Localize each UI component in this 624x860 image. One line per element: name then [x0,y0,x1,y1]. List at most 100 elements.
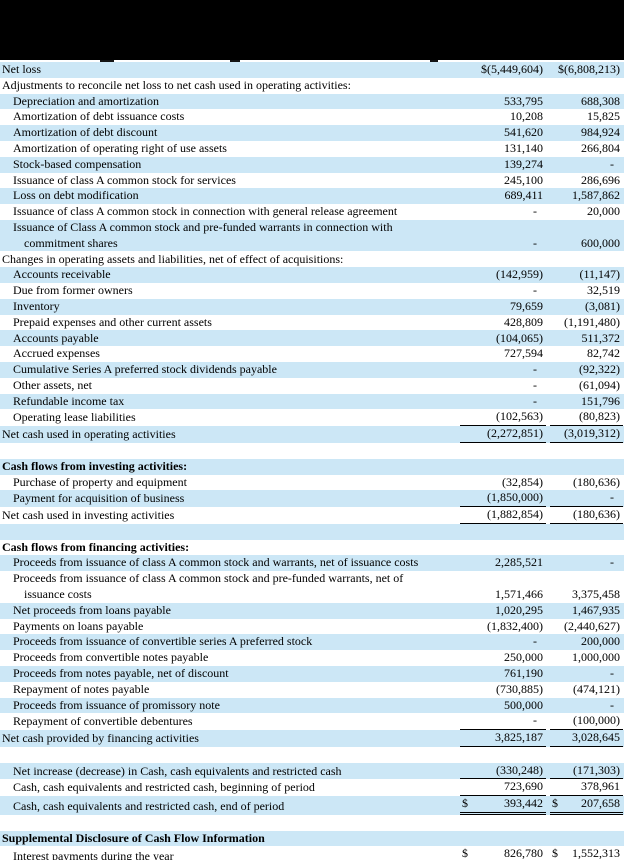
value-col2: 266,804 [581,141,620,156]
value-col1: $393,442 [460,796,546,815]
cash-flow-table: Net loss $(5,449,604) $(6,808,213) Adjustme… [0,62,624,860]
row-label: Net proceeds from loans payable [13,602,171,617]
table-row: Net cash used in operating activities (2,… [0,426,624,443]
row-label: Cash flows from investing activities: [2,458,188,473]
row-label: Cash flows from financing activities: [2,539,190,554]
value-col1: 727,594 [504,346,543,361]
row-label: Accrued expenses [13,346,100,361]
spacer-row [0,747,624,763]
value-col1: (102,563) [460,409,546,427]
row-label: Purchase of property and equipment [13,474,187,489]
table-row: Net cash used in investing activities (1,… [0,507,624,524]
row-label: Proceeds from notes payable, net of disc… [13,665,229,680]
row-label: Net cash used in investing activities [2,508,175,523]
table-row: Inventory 79,659 (3,081) [0,298,624,315]
row-label: Interest payments during the year [13,849,174,860]
table-row: Payment for acquisition of business (1,85… [0,490,624,508]
table-row: Due from former owners - 32,519 [0,283,624,299]
value-col2: 3,375,458 [572,586,620,601]
row-label: Other assets, net [13,377,92,392]
row-label: Depreciation and amortization [13,93,159,108]
value-col2: (180,636) [573,474,620,489]
value-col2: 200,000 [581,634,620,649]
table-row: Proceeds from notes payable, net of disc… [0,665,624,682]
row-label: Cash, cash equivalents and restricted ca… [13,799,285,814]
table-row: Accounts payable (104,065) 511,372 [0,330,624,347]
row-label: Prepaid expenses and other current asset… [13,314,212,329]
dollar-sign: $ [552,846,558,860]
value-col1: (730,885) [496,681,543,696]
value-col1: (104,065) [496,330,543,345]
amount: 207,658 [581,796,620,811]
table-row: Issuance of class A common stock in conn… [0,204,624,220]
dollar-sign: $ [552,796,558,811]
value-col1: 2,285,521 [495,555,543,570]
table-row: Accrued expenses 727,594 82,742 [0,346,624,362]
value-col1: 723,690 [460,779,546,797]
value-col1: - [533,235,537,250]
row-label-line2: issuance costs [24,586,92,601]
table-row: Cash, cash equivalents and restricted ca… [0,796,624,815]
table-row: Net loss $(5,449,604) $(6,808,213) [0,62,624,78]
value-col2: - [610,697,614,712]
value-col1: 428,809 [504,314,543,329]
value-col1: 79,659 [510,298,543,313]
value-col2: (1,191,480) [564,314,620,329]
value-col1: (1,882,854) [460,507,546,524]
value-col1: (330,248) [460,763,546,780]
value-col2: 378,961 [550,779,623,797]
table-row: Prepaid expenses and other current asset… [0,315,624,331]
table-row: Repayment of notes payable (730,885) (474,… [0,682,624,698]
text-remnant [230,60,240,62]
row-label: Net increase (decrease) in Cash, cash eq… [13,763,342,778]
table-row: Operating lease liabilities (102,563) (80,… [0,409,624,427]
value-col1: 139,274 [504,156,543,171]
dollar-sign: $ [462,796,468,811]
value-col2: (180,636) [550,507,623,524]
row-label-line2: commitment shares [24,235,118,250]
amount: 1,552,313 [572,846,620,860]
value-col1: - [533,393,537,408]
table-row: Cash, cash equivalents and restricted ca… [0,779,624,797]
value-col1: 541,620 [504,125,543,140]
table-row: Proceeds from issuance of promissory not… [0,697,624,714]
row-label-line1: Issuance of Class A common stock and pre… [13,219,393,234]
table-row: Purchase of property and equipment (32,85… [0,475,624,491]
value-col2: $(6,808,213) [558,62,620,77]
table-row: Proceeds from convertible notes payable 2… [0,650,624,666]
row-label: Loss on debt modification [13,188,139,203]
value-col2: 151,796 [581,393,620,408]
row-label: Proceeds from issuance of convertible se… [13,634,313,649]
value-col2: (474,121) [573,681,620,696]
value-col2: 600,000 [581,235,620,250]
value-col1: $826,780 [460,846,546,860]
table-row: Accounts receivable (142,959) (11,147) [0,267,624,284]
table-row: Cumulative Series A preferred stock divi… [0,362,624,378]
value-col1: 500,000 [504,697,543,712]
value-col1: (142,959) [496,267,543,282]
row-label: Amortization of debt issuance costs [13,109,185,124]
value-col2: - [610,555,614,570]
value-col2: 1,000,000 [572,650,620,665]
value-col1: (2,272,851) [460,426,546,443]
value-col1: 1,020,295 [495,602,543,617]
table-row: Other assets, net - (61,094) [0,378,624,394]
value-col2: 1,467,935 [572,602,620,617]
value-col1: 245,100 [504,172,543,187]
value-col2: 3,028,645 [550,730,623,747]
row-label: Net cash used in operating activities [2,427,176,442]
value-col1: - [533,362,537,377]
row-label-line1: Proceeds from issuance of class A common… [13,571,404,586]
table-row: Issuance of Class A common stock and pre… [0,219,624,252]
value-col2: (171,303) [550,763,623,780]
value-col2: $1,552,313 [550,846,623,860]
amount: 393,442 [504,796,543,811]
value-col2: (3,019,312) [550,426,623,443]
row-label: Due from former owners [13,283,133,298]
row-label: Issuance of class A common stock for ser… [13,172,236,187]
row-label: Stock-based compensation [13,156,142,171]
row-label: Net cash provided by financing activitie… [2,731,199,746]
amount: 826,780 [504,846,543,860]
table-row: Refundable income tax - 151,796 [0,393,624,410]
